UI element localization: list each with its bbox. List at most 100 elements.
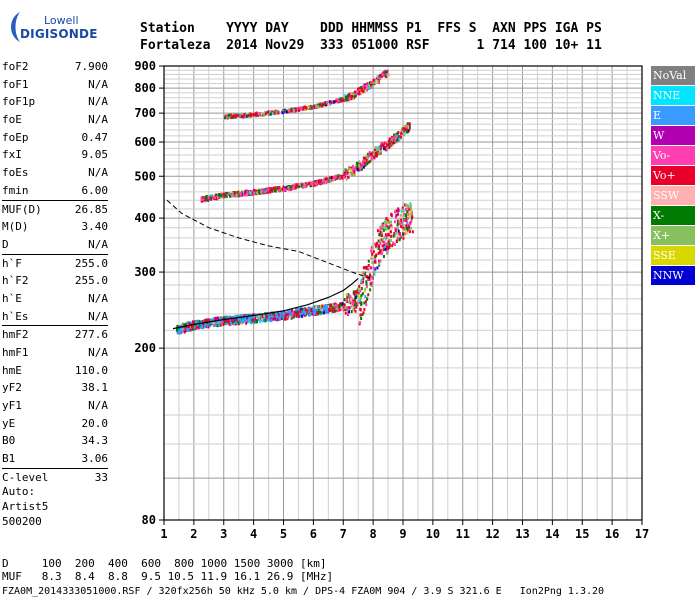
echo-dot <box>405 216 408 220</box>
echo-dot <box>402 127 405 131</box>
echo-dot <box>264 313 267 317</box>
echo-dot <box>273 111 276 115</box>
echo-dot <box>360 278 363 282</box>
echo-dot <box>176 324 179 328</box>
echo-dot <box>200 196 203 200</box>
echo-dot <box>286 317 289 321</box>
echo-dot <box>236 190 239 194</box>
echo-dot <box>367 263 370 267</box>
echo-dot <box>389 138 392 142</box>
echo-dot <box>331 100 334 104</box>
echo-dot <box>393 140 396 144</box>
echo-dot <box>334 177 337 181</box>
echo-dot <box>381 142 384 146</box>
echo-dot <box>225 319 228 323</box>
echo-dot <box>215 320 218 324</box>
echo-dot <box>385 251 388 255</box>
echo-dot <box>257 317 260 321</box>
profile-curve-solid <box>172 277 359 330</box>
param-row-b0: B0 34.3 <box>2 432 108 450</box>
echo-dot <box>309 106 312 110</box>
echo-dot <box>179 329 182 333</box>
echo-dot <box>356 302 359 306</box>
echo-dot <box>395 239 398 243</box>
echo-dot <box>373 154 376 158</box>
echo-dot <box>361 164 364 168</box>
echo-dot <box>325 309 328 313</box>
echo-dot <box>354 94 357 98</box>
echo-dot <box>254 316 257 320</box>
echo-dot <box>293 186 296 190</box>
echo-dot <box>201 195 204 199</box>
echo-dot <box>365 282 368 286</box>
param-row-hf: h`F 255.0 <box>2 255 108 273</box>
echo-dot <box>398 137 401 141</box>
echo-dot <box>311 181 314 185</box>
echo-dot <box>405 207 408 211</box>
param-value: N/A <box>88 166 108 180</box>
echo-dot <box>369 152 372 156</box>
echo-dot <box>268 313 271 317</box>
echo-dot <box>369 282 372 286</box>
echo-dot <box>385 220 388 224</box>
echo-dot <box>387 140 390 144</box>
echo-dot <box>390 234 393 238</box>
echo-dot <box>370 154 373 158</box>
echo-dot <box>356 87 359 91</box>
echo-dot <box>271 111 274 115</box>
param-name: hmF1 <box>2 346 29 359</box>
echo-dot <box>376 229 379 233</box>
echo-dot <box>378 263 381 267</box>
echo-dot <box>363 289 366 293</box>
echo-dot <box>374 242 377 246</box>
echo-dot <box>337 307 340 311</box>
echo-dot <box>242 319 245 323</box>
echo-dot <box>391 137 394 141</box>
echo-dot <box>404 203 407 207</box>
echo-dot <box>381 223 384 227</box>
echo-dot <box>345 293 348 297</box>
echo-dot <box>239 314 242 318</box>
echo-dot <box>366 161 369 165</box>
echo-dot <box>405 226 408 230</box>
echo-dot <box>366 275 369 279</box>
echo-dot <box>259 320 262 324</box>
echo-dot <box>290 109 293 113</box>
echo-dot <box>204 196 207 200</box>
echo-dot <box>401 208 404 212</box>
echo-dot <box>246 318 249 322</box>
echo-dot <box>358 92 361 96</box>
x-tick-label: 16 <box>605 527 619 541</box>
echo-dot <box>363 307 366 311</box>
echo-dot <box>393 210 396 214</box>
echo-dot <box>382 244 385 248</box>
echo-dot <box>293 184 296 188</box>
param-name: yF2 <box>2 381 22 395</box>
echo-dot <box>333 309 336 313</box>
param-name: foF1p <box>2 95 36 109</box>
echo-dot <box>232 114 235 118</box>
echo-dot <box>369 283 372 287</box>
echo-dot <box>335 306 338 310</box>
echo-dot <box>298 312 301 316</box>
echo-dot <box>385 217 388 221</box>
echo-dot <box>267 188 270 192</box>
echo-dot <box>224 114 227 118</box>
echo-dot <box>209 194 212 198</box>
echo-dot <box>295 310 298 314</box>
echo-dot <box>225 191 228 195</box>
param-row-clevel: C-level 33 <box>2 469 108 487</box>
echo-dot <box>355 305 358 309</box>
echo-dot <box>224 194 227 198</box>
param-name: h`Es <box>2 309 29 323</box>
echo-dot <box>304 308 307 312</box>
legend-item-vo: Vo- <box>651 146 695 165</box>
echo-dot <box>334 309 337 313</box>
digisonde-logo: Lowell DIGISONDE <box>6 8 97 50</box>
echo-dot <box>393 243 396 247</box>
echo-dot <box>405 213 408 217</box>
echo-dot <box>343 168 346 172</box>
echo-dot <box>357 291 360 295</box>
echo-dot <box>387 73 390 77</box>
header-line-values: Fortaleza 2014 Nov29 333 051000 RSF 1 71… <box>140 38 602 53</box>
